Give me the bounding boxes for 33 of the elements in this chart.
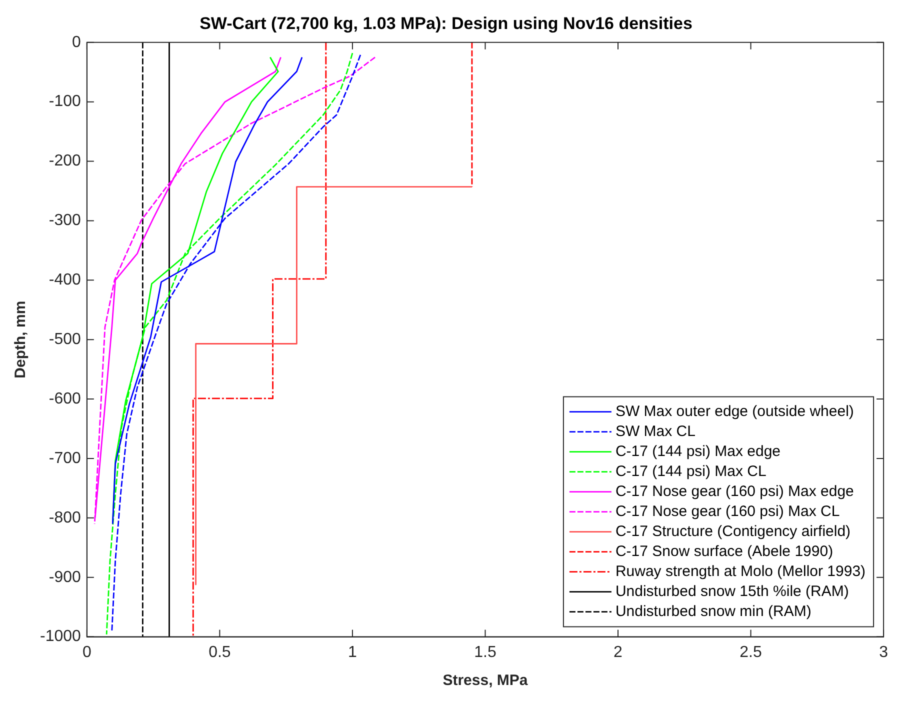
legend-label: C-17 Nose gear (160 psi) Max CL: [615, 502, 840, 520]
x-tick-label: 3: [879, 644, 888, 661]
y-tick-label: -400: [48, 272, 82, 289]
legend-label: C-17 (144 psi) Max edge: [615, 442, 781, 460]
x-tick-label: 1: [348, 644, 358, 661]
legend-label: C-17 Structure (Contigency airfield): [615, 522, 851, 540]
legend-label: C-17 (144 psi) Max CL: [615, 462, 766, 480]
legend-label: Undisturbed snow min (RAM): [615, 602, 812, 620]
y-tick-label: -100: [48, 93, 82, 110]
legend-label: Ruway strength at Molo (Mellor 1993): [615, 562, 866, 580]
y-tick-label: -700: [48, 450, 82, 467]
y-tick-label: 0: [72, 34, 82, 51]
legend-label: Undisturbed snow 15th %ile (RAM): [615, 582, 849, 600]
legend-label: C-17 Nose gear (160 psi) Max edge: [615, 482, 854, 500]
x-axis-title: Stress, MPa: [442, 672, 528, 690]
chart-title: SW-Cart (72,700 kg, 1.03 MPa): Design using Nov16 densities: [200, 14, 692, 33]
line-series: [192, 42, 327, 637]
x-tick-label: 0.5: [208, 644, 231, 661]
y-tick-label: -1000: [40, 628, 82, 646]
y-tick-label: -500: [48, 331, 82, 348]
x-tick-label: 2.5: [740, 644, 762, 661]
y-tick-label: -800: [48, 509, 82, 526]
y-tick-label: -600: [48, 390, 82, 408]
x-tick-label: 2: [614, 644, 623, 661]
y-tick-label: -300: [48, 212, 82, 230]
y-axis-title: Depth, mm: [12, 300, 30, 378]
line-series: [94, 56, 376, 525]
y-tick-label: -900: [48, 568, 82, 586]
legend-label: C-17 Snow surface (Abele 1990): [615, 542, 834, 560]
legend-label: SW Max outer edge (outside wheel): [615, 402, 854, 420]
x-tick-label: 1.5: [474, 644, 496, 661]
legend-label: SW Max CL: [615, 422, 696, 440]
y-tick-label: -200: [48, 152, 82, 170]
